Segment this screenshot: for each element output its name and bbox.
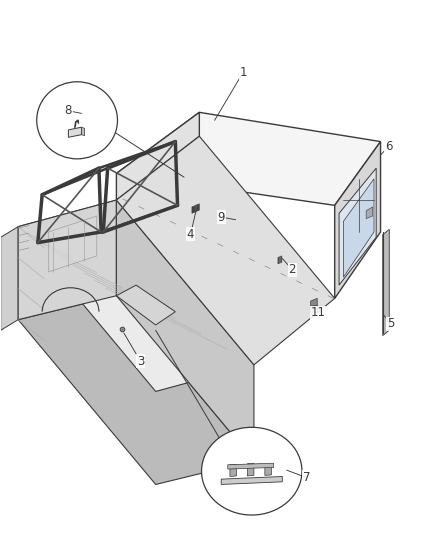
Text: 3: 3 xyxy=(137,354,144,368)
Polygon shape xyxy=(49,216,97,272)
Polygon shape xyxy=(335,142,381,298)
Polygon shape xyxy=(117,112,199,200)
Polygon shape xyxy=(339,168,376,285)
Text: 9: 9 xyxy=(217,211,225,223)
Polygon shape xyxy=(117,136,335,365)
Polygon shape xyxy=(117,112,381,205)
Text: 6: 6 xyxy=(385,140,392,154)
Polygon shape xyxy=(228,463,274,469)
Text: 11: 11 xyxy=(311,306,325,319)
Polygon shape xyxy=(343,179,374,277)
Text: 5: 5 xyxy=(387,318,394,330)
Polygon shape xyxy=(81,127,85,136)
Polygon shape xyxy=(192,204,199,213)
Polygon shape xyxy=(117,200,254,461)
Polygon shape xyxy=(68,127,81,138)
Text: 1: 1 xyxy=(239,66,247,79)
Polygon shape xyxy=(247,463,254,476)
Polygon shape xyxy=(18,200,254,391)
Ellipse shape xyxy=(37,82,117,159)
Polygon shape xyxy=(117,285,175,325)
Polygon shape xyxy=(221,477,283,484)
Polygon shape xyxy=(1,227,18,330)
Text: 2: 2 xyxy=(289,263,296,276)
Polygon shape xyxy=(265,464,272,475)
Text: 7: 7 xyxy=(303,471,310,484)
Polygon shape xyxy=(383,229,389,336)
Polygon shape xyxy=(18,296,254,484)
Polygon shape xyxy=(311,298,317,314)
Text: 8: 8 xyxy=(65,104,72,117)
Polygon shape xyxy=(366,207,373,219)
Polygon shape xyxy=(18,200,117,320)
Polygon shape xyxy=(230,464,237,477)
Text: 4: 4 xyxy=(187,228,194,240)
Ellipse shape xyxy=(201,427,302,515)
Polygon shape xyxy=(278,256,282,264)
